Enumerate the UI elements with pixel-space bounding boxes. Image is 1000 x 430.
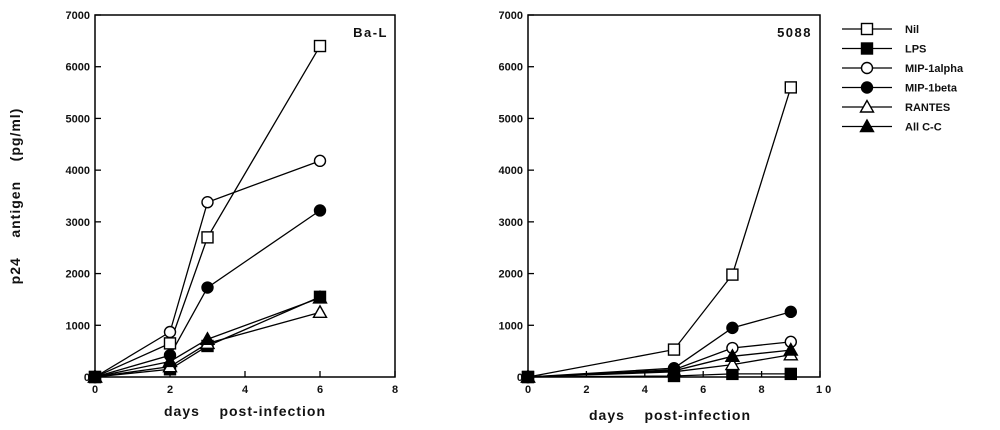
left-point-all-c-c	[312, 289, 328, 304]
right-point-nil	[726, 268, 739, 281]
left-point-mip-1beta	[313, 204, 327, 217]
right-point-all-c-c	[724, 348, 741, 363]
right-series-line-all-c-c	[527, 349, 791, 378]
left-y-tick-label: 6000	[66, 62, 90, 74]
right-x-tick-label: 1 0	[816, 384, 831, 396]
legend-marker-lps	[860, 42, 874, 55]
right-y-tick-label: 6000	[499, 62, 523, 74]
right-point-lps	[784, 367, 797, 381]
left-series-lines	[94, 45, 321, 378]
right-plot-frame	[527, 14, 821, 378]
right-series-line-mip-1beta	[527, 311, 791, 378]
right-point-mip-1beta	[784, 305, 797, 319]
right-y-tick-label: 7000	[499, 10, 523, 22]
left-x-tick-label: 4	[242, 384, 249, 396]
left-x-tick-label: 8	[392, 384, 398, 396]
right-point-all-c-c	[666, 362, 682, 377]
legend-label-rantes: RANTES	[905, 102, 950, 114]
left-point-nil	[313, 39, 327, 53]
right-point-all-c-c	[520, 369, 536, 383]
legend-label-mip-1beta: MIP-1beta	[905, 83, 958, 95]
left-y-tick-label: 1000	[66, 320, 90, 332]
right-x-tick-label: 0	[525, 384, 531, 396]
legend-marker-nil	[860, 22, 874, 36]
left-axis-ticks: 0 1000 2000 3000 4000 5000 6000 7000 0 2 4 6 8	[66, 10, 399, 396]
left-point-nil	[201, 231, 214, 244]
left-x-tick-label: 2	[167, 384, 173, 396]
right-point-nil	[784, 81, 797, 94]
right-point-nil	[667, 343, 681, 356]
right-y-tick-label: 3000	[499, 217, 523, 229]
right-x-tick-label: 2	[583, 384, 589, 396]
legend: Nil LPS MIP-1alpha MIP-1beta RANTES All C-C	[842, 22, 964, 134]
right-y-tick-label: 5000	[499, 113, 523, 125]
right-x-tick-label: 8	[759, 384, 765, 396]
right-series-line-lps	[527, 373, 791, 378]
legend-marker-all-c-c	[859, 118, 875, 133]
right-x-tick-label: 4	[642, 384, 649, 396]
left-panel-label: Ba-L	[353, 25, 388, 40]
right-point-rantes	[724, 356, 741, 371]
left-point-nil	[163, 337, 177, 350]
right-series-markers	[520, 81, 799, 384]
right-y-tick-label: 1000	[499, 320, 523, 332]
right-y-tick-label: 2000	[499, 269, 523, 281]
right-panel-label: 5088	[777, 25, 812, 40]
left-series-line-rantes	[94, 311, 321, 378]
left-plot-frame	[94, 14, 396, 378]
left-y-tick-label: 5000	[66, 113, 90, 125]
left-y-axis-title: p24 antigen (pg/ml)	[7, 108, 23, 285]
legend-label-lps: LPS	[905, 44, 926, 56]
left-x-axis-title: days post-infection	[164, 403, 326, 419]
legend-marker-rantes	[859, 99, 875, 113]
left-y-tick-label: 4000	[66, 165, 90, 177]
right-y-tick-label: 0	[517, 372, 523, 384]
left-point-all-c-c	[162, 353, 178, 368]
left-x-tick-label: 6	[317, 384, 323, 396]
legend-marker-mip-1beta	[860, 81, 874, 94]
legend-label-nil: Nil	[905, 24, 919, 36]
right-x-tick-label: 6	[700, 384, 706, 396]
right-point-all-c-c	[783, 342, 799, 356]
left-point-mip-1alpha	[201, 196, 214, 209]
left-series-line-mip-1beta	[94, 209, 321, 378]
left-point-rantes	[312, 304, 328, 319]
left-series-line-lps	[94, 296, 321, 378]
right-series-line-nil	[527, 87, 792, 378]
right-y-tick-label: 4000	[499, 165, 523, 177]
right-x-axis-title: days post-infection	[589, 407, 751, 423]
left-point-mip-1alpha	[313, 154, 327, 168]
left-series-line-all-c-c	[94, 297, 321, 378]
left-y-tick-label: 0	[84, 372, 90, 384]
right-series-lines	[527, 87, 792, 378]
left-y-tick-label: 2000	[66, 269, 90, 281]
right-point-mip-1beta	[726, 321, 739, 335]
left-point-all-c-c	[199, 331, 216, 345]
left-point-all-c-c	[87, 369, 103, 383]
left-y-tick-label: 3000	[66, 217, 90, 229]
left-y-tick-label: 7000	[66, 10, 90, 22]
left-point-mip-1alpha	[163, 325, 177, 339]
left-series-line-mip-1alpha	[94, 160, 321, 378]
left-series-line-nil	[94, 45, 321, 378]
legend-label-mip-1alpha: MIP-1alpha	[905, 63, 964, 75]
left-series-markers	[87, 39, 328, 384]
left-x-tick-label: 0	[92, 384, 98, 396]
legend-marker-mip-1alpha	[860, 61, 874, 75]
left-point-mip-1beta	[201, 281, 214, 294]
legend-label-all-c-c: All C-C	[905, 122, 942, 134]
